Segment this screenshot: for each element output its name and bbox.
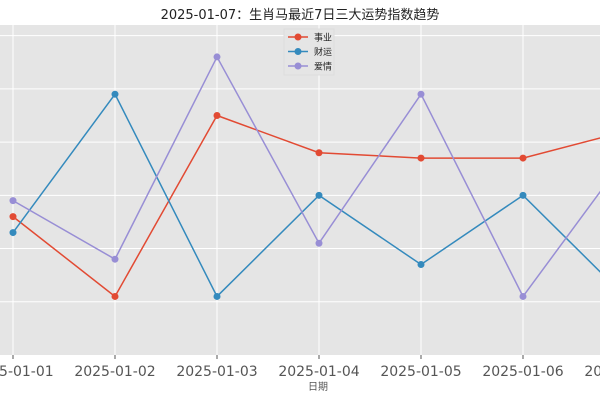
data-point-财运 xyxy=(213,292,221,300)
data-point-爱情 xyxy=(417,90,425,98)
legend-label-财运: 财运 xyxy=(314,46,332,58)
data-point-事业 xyxy=(417,154,425,162)
data-point-事业 xyxy=(111,292,119,300)
data-point-爱情 xyxy=(111,255,119,263)
legend-marker-爱情 xyxy=(294,62,302,70)
data-point-爱情 xyxy=(519,292,527,300)
data-point-事业 xyxy=(315,149,323,157)
x-axis-label: 日期 xyxy=(308,381,328,393)
data-point-财运 xyxy=(519,191,527,199)
legend-label-事业: 事业 xyxy=(314,32,332,44)
data-point-财运 xyxy=(315,191,323,199)
x-tick-label: 2025-01-07 xyxy=(584,364,600,380)
plot-area xyxy=(0,25,600,355)
x-tick-label: 2025-01-06 xyxy=(482,364,563,380)
data-point-爱情 xyxy=(9,197,17,205)
data-point-事业 xyxy=(9,213,17,221)
x-tick-label: 2025-01-03 xyxy=(176,364,257,380)
legend-marker-财运 xyxy=(294,48,302,55)
data-point-事业 xyxy=(519,154,527,162)
data-point-爱情 xyxy=(315,239,323,247)
data-point-财运 xyxy=(417,261,425,269)
legend-marker-事业 xyxy=(294,33,302,41)
legend-label-爱情: 爱情 xyxy=(314,61,332,73)
x-tick-label: 2025-01-01 xyxy=(0,364,54,380)
x-tick-label: 2025-01-02 xyxy=(74,364,155,380)
chart-title: 2025-01-07：生肖马最近7日三大运势指数趋势 xyxy=(160,8,440,23)
x-tick-label: 2025-01-05 xyxy=(380,364,461,380)
data-point-事业 xyxy=(213,111,221,119)
data-point-财运 xyxy=(9,229,17,237)
data-point-财运 xyxy=(111,90,119,98)
data-point-爱情 xyxy=(213,53,221,61)
x-tick-label: 2025-01-04 xyxy=(278,364,359,380)
